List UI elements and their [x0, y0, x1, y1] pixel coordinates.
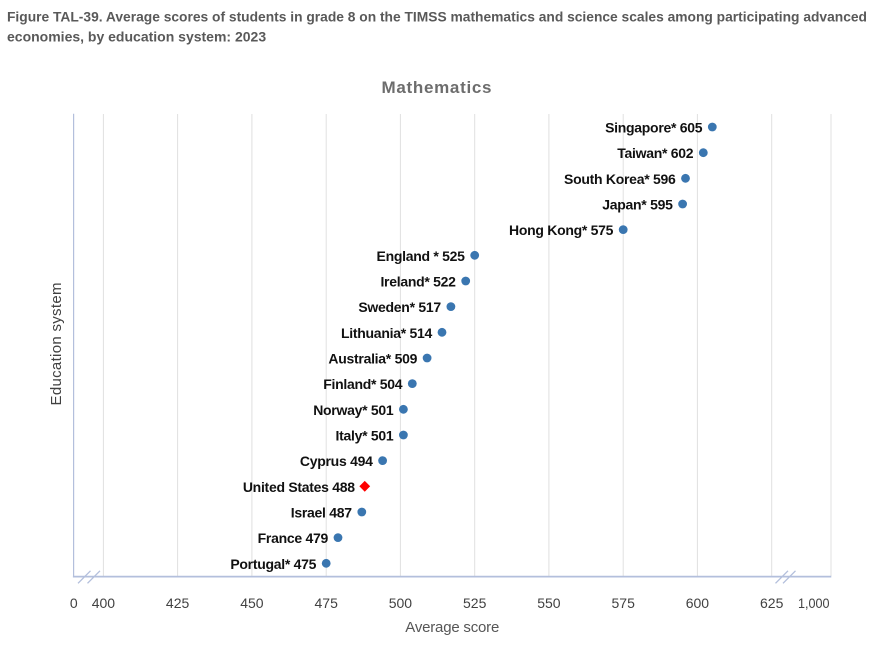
- svg-text:425: 425: [166, 595, 190, 611]
- svg-text:Israel 487: Israel 487: [291, 505, 353, 521]
- svg-text:575: 575: [612, 595, 636, 611]
- svg-text:0: 0: [70, 595, 78, 611]
- svg-text:Australia* 509: Australia* 509: [328, 351, 417, 367]
- svg-text:450: 450: [240, 595, 264, 611]
- svg-text:Italy* 501: Italy* 501: [335, 428, 393, 444]
- svg-text:France 479: France 479: [258, 530, 329, 546]
- svg-text:625: 625: [760, 595, 784, 611]
- svg-text:550: 550: [537, 595, 561, 611]
- svg-text:England * 525: England * 525: [377, 248, 466, 264]
- svg-text:Portugal* 475: Portugal* 475: [230, 556, 316, 572]
- svg-text:Mathematics: Mathematics: [382, 78, 492, 97]
- svg-text:United States 488: United States 488: [243, 479, 355, 495]
- svg-text:Singapore* 605: Singapore* 605: [605, 120, 703, 136]
- svg-text:475: 475: [315, 595, 339, 611]
- svg-text:Ireland* 522: Ireland* 522: [380, 274, 456, 290]
- svg-text:600: 600: [686, 595, 710, 611]
- svg-text:1,000: 1,000: [798, 595, 830, 611]
- svg-text:400: 400: [92, 595, 116, 611]
- svg-text:Finland* 504: Finland* 504: [323, 376, 403, 392]
- svg-text:Figure TAL-39. Average scores: Figure TAL-39. Average scores of student…: [7, 9, 867, 25]
- svg-text:Average score: Average score: [405, 619, 499, 636]
- svg-text:525: 525: [463, 595, 487, 611]
- svg-text:Cyprus 494: Cyprus 494: [300, 453, 373, 469]
- svg-text:South Korea* 596: South Korea* 596: [564, 171, 676, 187]
- svg-text:500: 500: [389, 595, 413, 611]
- svg-text:Taiwan* 602: Taiwan* 602: [617, 145, 694, 161]
- svg-text:Japan* 595: Japan* 595: [602, 197, 673, 213]
- svg-text:economies, by education system: economies, by education system: 2023: [7, 28, 266, 44]
- svg-text:Hong Kong* 575: Hong Kong* 575: [509, 222, 614, 238]
- svg-text:Lithuania* 514: Lithuania* 514: [341, 325, 432, 341]
- svg-text:Sweden* 517: Sweden* 517: [358, 299, 441, 315]
- svg-text:Education system: Education system: [48, 283, 65, 406]
- svg-text:Norway* 501: Norway* 501: [313, 402, 394, 418]
